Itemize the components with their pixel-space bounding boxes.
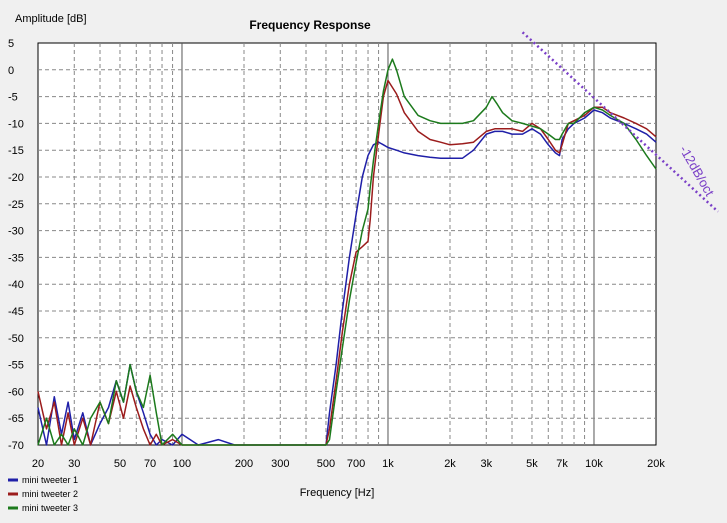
x-tick-label: 5k [526,458,538,470]
legend-label-2: mini tweeter 2 [22,489,78,499]
plot-area [37,42,657,446]
y-tick-label: -70 [8,440,24,452]
x-tick-label: 50 [114,458,126,470]
x-tick-label: 2k [444,458,456,470]
series-lines [37,58,657,446]
y-tick-label: -5 [8,92,18,104]
y-axis-label: Amplitude [dB] [15,13,87,25]
y-tick-label: -60 [8,386,24,398]
grid [38,43,656,445]
x-axis-label: Frequency [Hz] [300,487,375,499]
x-tick-label: 10k [585,458,603,470]
x-tick-label: 20 [32,458,44,470]
x-tick-label: 30 [68,458,80,470]
y-tick-label: 0 [8,65,14,77]
y-tick-label: -40 [8,279,24,291]
x-tick-label: 70 [144,458,156,470]
y-tick-label: -15 [8,145,24,157]
legend-label-3: mini tweeter 3 [22,503,78,513]
y-tick-label: -65 [8,413,24,425]
y-tick-label: -45 [8,306,24,318]
x-tick-label: 1k [382,458,394,470]
y-tick-label: -10 [8,118,24,130]
y-tick-label: -55 [8,360,24,372]
chart-title: Frequency Response [249,18,371,32]
y-tick-label: -20 [8,172,24,184]
x-tick-label: 200 [235,458,253,470]
legend: mini tweeter 1 mini tweeter 2 mini tweet… [8,475,78,513]
legend-label-1: mini tweeter 1 [22,475,78,485]
y-tick-label: -25 [8,199,24,211]
x-tick-label: 700 [347,458,365,470]
series-line-3 [37,58,657,446]
x-tick-label: 300 [271,458,289,470]
tick-labels: 20 30 50 70 100 200 300 500 700 1k 2k 3k 5k 7k 10k 20k5… [8,38,665,470]
y-tick-label: -35 [8,252,24,264]
y-tick-label: 5 [8,38,14,50]
x-tick-label: 500 [317,458,335,470]
y-tick-label: -50 [8,333,24,345]
slope-line [521,31,719,213]
x-tick-label: 7k [556,458,568,470]
x-tick-label: 100 [173,458,191,470]
x-tick-label: 3k [480,458,492,470]
y-tick-label: -30 [8,226,24,238]
x-tick-label: 20k [647,458,665,470]
